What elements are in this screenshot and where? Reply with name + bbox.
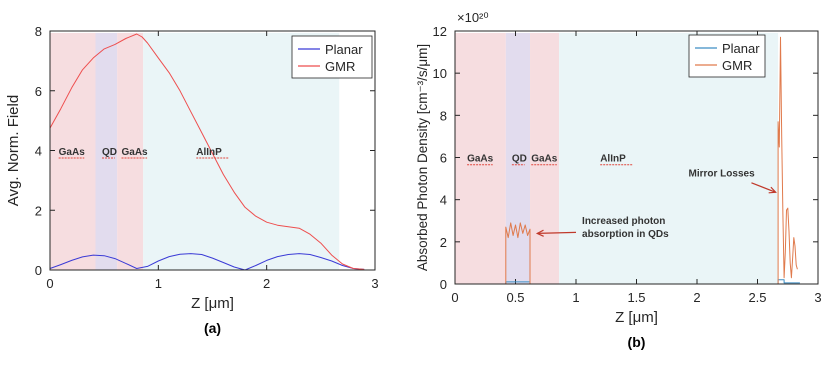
annotation-arrowhead bbox=[535, 229, 544, 237]
legend-label: GMR bbox=[722, 58, 752, 73]
region-band bbox=[505, 33, 531, 284]
y-tick-label: 10 bbox=[433, 66, 447, 81]
annotation-text: Increased photon bbox=[582, 216, 665, 227]
x-tick-label: 2 bbox=[263, 276, 270, 291]
y-axis-label: Avg. Norm. Field bbox=[5, 95, 22, 206]
x-tick-label: 1 bbox=[572, 290, 579, 305]
region-label: GaAs bbox=[531, 154, 558, 165]
y-axis-multiplier: ×10²⁰ bbox=[457, 10, 489, 25]
series-line-gmr bbox=[455, 36, 798, 285]
y-tick-label: 0 bbox=[35, 263, 42, 278]
legend: Planar GMR bbox=[291, 35, 373, 79]
axes-box bbox=[454, 30, 819, 285]
legend-label: Planar bbox=[325, 42, 363, 57]
legend-box bbox=[688, 34, 766, 78]
x-tick-label: 2 bbox=[693, 290, 700, 305]
annotation-arrow bbox=[537, 231, 577, 234]
x-axis-label: Z [μm] bbox=[615, 309, 658, 326]
annotations: Increased photon absorption in QDs Mirror … bbox=[535, 168, 777, 240]
legend: Planar GMR bbox=[688, 34, 766, 78]
region-band bbox=[455, 33, 506, 284]
region-label: AlInP bbox=[600, 154, 626, 165]
x-tick-label: 2.5 bbox=[748, 290, 766, 305]
annotation-text: Mirror Losses bbox=[689, 168, 756, 179]
panel-label: (a) bbox=[204, 320, 221, 336]
x-axis-label: Z [μm] bbox=[191, 295, 234, 312]
y-tick-label: 4 bbox=[35, 144, 42, 159]
tick-labels: 0 1 2 3 0 2 4 6 8 bbox=[35, 24, 379, 291]
y-tick-label: 2 bbox=[35, 203, 42, 218]
x-tick-label: 3 bbox=[814, 290, 821, 305]
x-tick-label: 0.5 bbox=[506, 290, 524, 305]
region-label: QD bbox=[102, 147, 117, 158]
x-tick-label: 1.5 bbox=[627, 290, 645, 305]
region-labels: GaAs QD GaAs AlInP bbox=[467, 154, 633, 166]
y-tick-label: 6 bbox=[35, 84, 42, 99]
legend-label: Planar bbox=[722, 41, 760, 56]
annotation-arrow bbox=[751, 182, 776, 193]
series-line-planar bbox=[49, 253, 365, 271]
y-axis-label: Absorbed Photon Density [cm⁻³/s/μm] bbox=[415, 44, 430, 271]
x-tick-label: 1 bbox=[155, 276, 162, 291]
x-tick-label: 3 bbox=[371, 276, 378, 291]
region-label: GaAs bbox=[467, 154, 494, 165]
series-lines bbox=[49, 33, 365, 271]
annotation-arrowhead bbox=[768, 186, 777, 194]
panel-b: GaAs QD GaAs AlInP Increased photon absorpti… bbox=[415, 10, 822, 350]
region-label: AlInP bbox=[196, 147, 222, 158]
region-label: QD bbox=[512, 154, 527, 165]
y-tick-label: 4 bbox=[440, 193, 447, 208]
region-band bbox=[117, 33, 144, 270]
tick-labels: 0 0.5 1 1.5 2 2.5 3 0 2 4 6 8 10 12 bbox=[433, 24, 822, 305]
region-label: GaAs bbox=[59, 147, 86, 158]
region-band bbox=[50, 33, 96, 270]
panel-label: (b) bbox=[628, 334, 646, 350]
annotation-text: absorption in QDs bbox=[582, 229, 669, 240]
y-tick-label: 0 bbox=[440, 277, 447, 292]
y-tick-label: 12 bbox=[433, 24, 447, 39]
region-labels: GaAs QD GaAs AlInP bbox=[58, 147, 229, 159]
series-line-gmr bbox=[49, 33, 365, 270]
x-tick-label: 0 bbox=[46, 276, 53, 291]
y-tick-label: 2 bbox=[440, 235, 447, 250]
legend-box bbox=[291, 35, 373, 79]
y-tick-label: 8 bbox=[35, 24, 42, 39]
region-label: GaAs bbox=[122, 147, 149, 158]
region-band bbox=[530, 33, 560, 284]
axes-box bbox=[49, 30, 376, 271]
y-tick-label: 8 bbox=[440, 108, 447, 123]
region-band bbox=[95, 33, 118, 270]
y-tick-label: 6 bbox=[440, 151, 447, 166]
panel-a: GaAs QD GaAs AlInP 0 1 2 3 0 2 4 6 8 Z [μm] Avg. No… bbox=[5, 24, 379, 336]
x-tick-label: 0 bbox=[451, 290, 458, 305]
legend-label: GMR bbox=[325, 59, 355, 74]
